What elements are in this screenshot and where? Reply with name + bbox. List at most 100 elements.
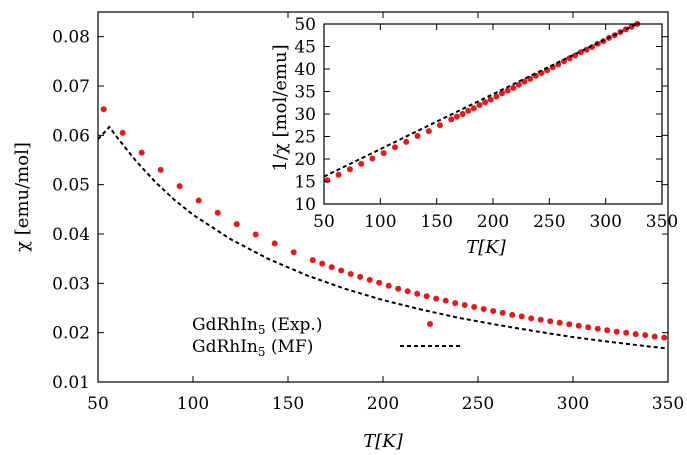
- main-x-tick-label: 100: [177, 394, 209, 414]
- inset-data-point: [515, 81, 522, 88]
- main-data-point: [233, 221, 240, 228]
- main-y-tick-label: 0.07: [52, 77, 90, 97]
- main-x-tick-label: 50: [87, 394, 109, 414]
- inset-x-tick-label: 200: [477, 212, 509, 232]
- main-data-point: [547, 318, 554, 325]
- main-x-tick-label: 200: [367, 394, 399, 414]
- inset-data-point: [521, 78, 528, 85]
- inset-y-tick-label: 40: [294, 60, 316, 80]
- inset-data-point: [476, 102, 483, 108]
- inset-data-point: [324, 177, 331, 184]
- inset-y-tick-label: 20: [294, 150, 316, 170]
- inset-x-tick-label: 150: [420, 212, 452, 232]
- inset-data-point: [493, 93, 500, 100]
- main-data-point: [461, 302, 468, 308]
- main-data-point: [290, 249, 297, 256]
- inset-data-point: [425, 128, 432, 135]
- inset-series-layer: [323, 21, 641, 184]
- legend-label: GdRhIn5 (MF): [192, 337, 313, 359]
- inset-y-tick-label: 25: [294, 128, 316, 148]
- inset-data-point: [448, 116, 455, 123]
- inset-data-point: [369, 155, 376, 162]
- inset-y-tick-label: 15: [294, 173, 316, 193]
- legend-label-suffix: (MF): [266, 337, 314, 357]
- main-data-point: [556, 319, 563, 326]
- main-data-point: [376, 279, 383, 286]
- main-data-point: [632, 331, 639, 338]
- inset-data-point: [414, 133, 421, 139]
- main-data-point: [138, 149, 145, 156]
- inset-y-tick-label: 45: [294, 38, 316, 58]
- main-data-point: [642, 332, 649, 339]
- legend-label-suffix: (Exp.): [266, 315, 323, 335]
- main-data-point: [271, 240, 278, 247]
- inset-data-point: [403, 138, 410, 145]
- legend-label-sub: 5: [258, 323, 266, 337]
- main-data-point: [613, 328, 620, 335]
- main-x-tick-label: 300: [557, 394, 589, 414]
- legend-marker-exp: [427, 321, 433, 327]
- main-data-point: [252, 231, 259, 238]
- main-data-point: [575, 322, 582, 329]
- main-data-point: [499, 309, 506, 316]
- main-data-point: [366, 276, 373, 283]
- main-data-point: [480, 306, 487, 312]
- main-data-point: [509, 311, 516, 318]
- main-data-point: [585, 324, 592, 331]
- main-data-point: [214, 209, 221, 216]
- legend-label-sub: 5: [258, 345, 266, 359]
- inset-data-point: [453, 113, 460, 120]
- main-data-point: [338, 267, 345, 274]
- legend-label-base: GdRhIn: [192, 337, 258, 357]
- main-data-point: [566, 321, 573, 328]
- inset-data-point: [465, 107, 472, 114]
- main-data-point: [309, 257, 316, 264]
- inset-x-tick-label: 50: [313, 212, 335, 232]
- main-y-axis-label: χ [emu/mol]: [12, 142, 33, 252]
- main-x-axis-label: T[K]: [363, 431, 403, 452]
- main-y-tick-label: 0.08: [52, 28, 90, 48]
- inset-x-tick-label: 350: [646, 212, 678, 232]
- main-data-point: [490, 308, 497, 314]
- main-data-point: [328, 264, 335, 271]
- inset-y-tick-label: 35: [294, 83, 316, 103]
- inset-data-point: [510, 84, 517, 91]
- inset-x-tick-label: 100: [364, 212, 396, 232]
- main-data-point: [661, 334, 668, 341]
- main-data-point: [100, 106, 107, 113]
- main-data-point: [404, 288, 411, 295]
- main-data-point: [347, 271, 354, 277]
- main-data-point: [604, 327, 611, 334]
- inset-data-point: [499, 90, 505, 97]
- main-data-point: [357, 273, 364, 280]
- inset-data-point: [504, 87, 511, 94]
- main-data-point: [385, 282, 392, 289]
- main-data-point: [119, 129, 126, 136]
- main-x-tick-label: 350: [652, 394, 684, 414]
- inset-data-point: [358, 160, 365, 167]
- main-data-point: [651, 333, 658, 340]
- inset-y-tick-label: 10: [294, 195, 316, 215]
- main-data-point: [414, 290, 421, 297]
- main-data-point: [594, 325, 601, 332]
- main-data-point: [471, 304, 478, 310]
- main-y-tick-label: 0.01: [52, 373, 90, 393]
- main-data-point: [442, 297, 449, 304]
- main-data-point: [433, 295, 440, 302]
- main-data-point: [423, 293, 430, 300]
- inset-data-point: [470, 105, 477, 112]
- main-x-tick-label: 250: [462, 394, 494, 414]
- main-ticks: 50 100 150 200 250 300 350 0.01 0.02 0.03 0.04 0.05…: [52, 12, 684, 414]
- inset-y-tick-label: 50: [294, 15, 316, 35]
- main-y-tick-label: 0.05: [52, 176, 90, 196]
- inset-data-point: [380, 150, 387, 157]
- main-data-point: [537, 316, 544, 323]
- inset-data-point: [482, 99, 489, 106]
- inset-x-tick-label: 250: [533, 212, 565, 232]
- legend-label-base: GdRhIn: [192, 315, 258, 335]
- main-chart: 50 100 150 200 250 300 350 0.01 0.02 0.03 0.04 0.05…: [12, 11, 684, 452]
- main-y-tick-label: 0.03: [52, 274, 90, 294]
- main-data-point: [518, 313, 525, 320]
